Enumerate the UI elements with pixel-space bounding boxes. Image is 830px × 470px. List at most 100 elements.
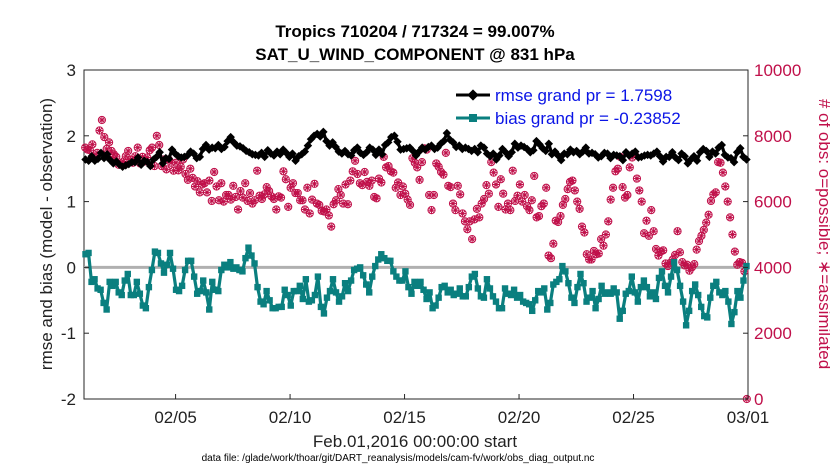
bias-point: [363, 281, 370, 288]
bias-point: [154, 249, 162, 257]
bias-point: [580, 279, 587, 287]
obs-assimilated-point: [600, 242, 607, 250]
obs-possible-point: [441, 148, 450, 158]
obs-assimilated-point: [334, 185, 342, 193]
obs-possible-point: [647, 206, 656, 215]
obs-assimilated-point: [514, 192, 521, 200]
bias-point: [169, 265, 177, 272]
obs-possible-point: [257, 194, 267, 204]
bias-point: [483, 276, 491, 283]
bias-point: [610, 285, 617, 292]
obs-possible-point: [319, 207, 329, 216]
bias-point: [498, 304, 506, 312]
obs-assimilated-point: [105, 138, 113, 146]
bias-point: [541, 285, 548, 292]
bias-point: [704, 314, 711, 321]
bias-point: [323, 294, 331, 301]
obs-possible-point: [393, 178, 403, 187]
bias-point: [574, 283, 581, 291]
obs-possible-point: [272, 205, 281, 214]
obs-possible-point: [702, 218, 711, 227]
bias-point: [369, 273, 376, 280]
bias-series: [82, 244, 750, 329]
obs-possible-point: [527, 196, 536, 205]
bias-point: [157, 260, 165, 267]
obs-possible-point: [690, 260, 699, 269]
bias-point: [227, 258, 234, 266]
obs-assimilated-point: [284, 203, 292, 211]
obs-assimilated-point: [499, 190, 507, 198]
obs-possible-point: [468, 235, 477, 244]
rmse-point: [220, 142, 229, 152]
obs-assimilated-point: [547, 254, 555, 262]
bias-point: [510, 286, 518, 293]
bias-point: [589, 287, 596, 295]
bias-point: [260, 301, 267, 308]
obs-possible-point: [451, 206, 460, 215]
obs-assimilated-point: [337, 191, 345, 199]
rmse-point: [390, 131, 399, 141]
bias-point: [308, 297, 316, 304]
obs-assimilated-point: [373, 194, 380, 202]
chart-subtitle: SAT_U_WIND_COMPONENT @ 831 hPa: [255, 45, 575, 64]
bias-point: [728, 320, 735, 328]
obs-possible-point: [484, 189, 493, 198]
obs-assimilated-point: [604, 217, 612, 225]
obs-possible-point: [671, 250, 680, 259]
obs-assimilated-point: [416, 176, 423, 184]
obs-assimilated-point: [576, 205, 584, 213]
bias-point: [378, 251, 385, 258]
obs-possible-point: [723, 197, 732, 206]
obs-possible-point: [331, 196, 341, 205]
obs-assimilated-point: [456, 190, 464, 198]
obs-possible-point: [642, 216, 651, 225]
obs-assimilated-point: [272, 206, 280, 213]
bias-point: [447, 286, 454, 293]
obs-possible-point: [587, 255, 596, 264]
obs-assimilated-point: [440, 171, 447, 179]
obs-possible-point: [479, 194, 489, 204]
y-tick-label: 3: [67, 61, 76, 80]
bias-point: [251, 260, 258, 267]
obs-possible-point: [561, 194, 570, 204]
obs-assimilated-point: [100, 133, 108, 141]
obs-assimilated-point: [232, 193, 240, 201]
bias-point: [190, 273, 198, 280]
obs-possible-point: [463, 225, 472, 234]
obs-assimilated-point: [655, 252, 662, 259]
bias-point: [181, 266, 189, 274]
y-tick-label: -1: [61, 324, 76, 343]
rmse-point: [164, 154, 174, 164]
obs-possible-point: [276, 193, 286, 202]
obs-possible-point: [613, 164, 622, 173]
y-axis-label-right: # of obs: o=possible; ∗=assimilated: [815, 99, 830, 369]
bias-point: [565, 279, 572, 287]
obs-assimilated-point: [521, 191, 529, 199]
obs-possible-point: [183, 175, 192, 184]
bias-point: [118, 291, 125, 299]
bias-point: [453, 290, 460, 297]
bias-point: [695, 291, 702, 299]
rmse-point: [195, 152, 205, 162]
obs-possible-point: [649, 227, 658, 236]
obs-possible-point: [709, 190, 718, 199]
y-right-tick-label: 10000: [754, 61, 801, 80]
obs-assimilated-point: [394, 179, 402, 186]
bias-point: [713, 278, 720, 286]
obs-assimilated-point: [554, 218, 562, 226]
bias-point: [278, 303, 285, 311]
obs-possible-point: [475, 213, 484, 222]
bias-point: [320, 310, 328, 317]
bias-point: [734, 287, 741, 295]
obs-assimilated-point: [413, 163, 421, 171]
obs-assimilated-point: [490, 169, 498, 177]
obs-possible-point: [210, 167, 219, 177]
obs-assimilated-point: [506, 206, 514, 214]
bias-point: [405, 283, 412, 291]
bias-point: [399, 277, 406, 284]
obs-assimilated-point: [647, 206, 655, 214]
bias-point: [375, 256, 382, 263]
obs-assimilated-point: [557, 212, 564, 220]
obs-assimilated-point: [452, 206, 459, 214]
x-tick-label: 02/05: [154, 408, 197, 427]
